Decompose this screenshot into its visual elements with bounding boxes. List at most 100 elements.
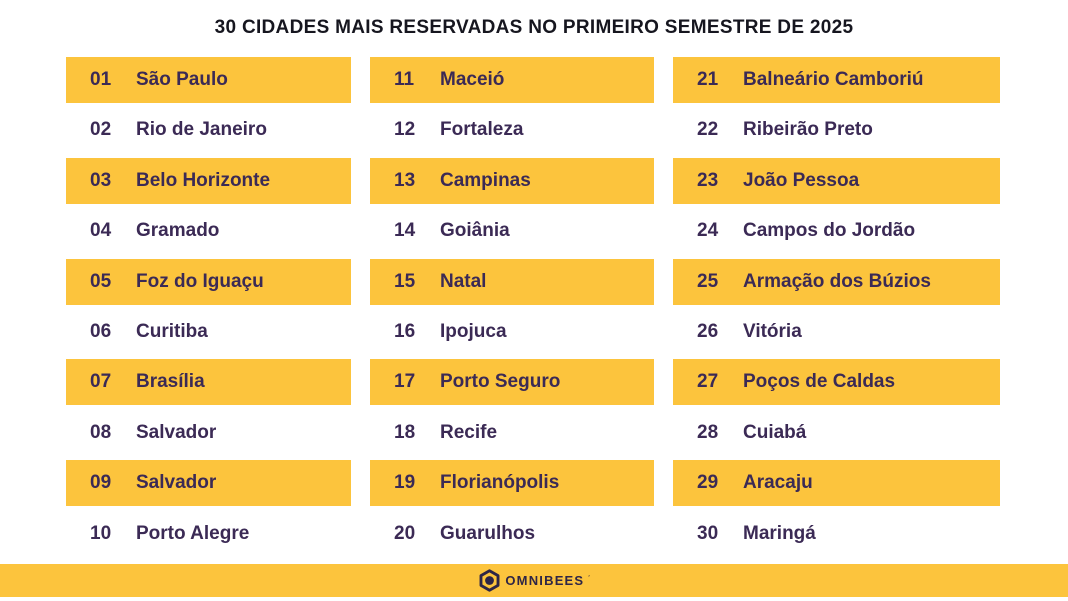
- city-name: Maceió: [440, 69, 505, 90]
- city-rank: 15: [394, 270, 416, 292]
- list-column-1: 01 São Paulo 02 Rio de Janeiro 03 Belo Hori…: [66, 57, 351, 561]
- city-rank: 28: [697, 421, 719, 443]
- city-rank: 16: [394, 320, 416, 342]
- city-name: Florianópolis: [440, 472, 560, 494]
- list-item: 11 Maceió: [370, 57, 654, 103]
- city-name: Porto Seguro: [440, 371, 561, 393]
- city-rank: 25: [697, 270, 719, 292]
- trademark-mark: ′: [588, 575, 590, 582]
- city-rank: 08: [90, 421, 112, 443]
- list-item: 24 Campos do Jordão: [673, 208, 1000, 255]
- list-column-2: 11 Maceió 12 Fortaleza 13 Campinas 14 Goiâni…: [370, 57, 654, 561]
- city-ranking-list: 01 São Paulo 02 Rio de Janeiro 03 Belo Hori…: [66, 57, 1000, 561]
- city-rank: 01: [90, 69, 112, 90]
- list-item: 17 Porto Seguro: [370, 359, 654, 406]
- city-name: São Paulo: [136, 69, 228, 90]
- city-name: Maringá: [743, 522, 816, 544]
- city-rank: 02: [90, 119, 112, 141]
- city-rank: 26: [697, 320, 719, 342]
- list-item: 14 Goiânia: [370, 208, 654, 255]
- brand-name: OMNIBEES: [505, 573, 585, 588]
- city-name: Aracaju: [743, 472, 813, 494]
- city-name: Ribeirão Preto: [743, 119, 873, 141]
- list-item: 13 Campinas: [370, 157, 654, 204]
- city-name: Guarulhos: [440, 522, 536, 544]
- list-item: 26 Vitória: [673, 308, 1000, 355]
- list-item: 29 Aracaju: [673, 460, 1000, 507]
- city-name: Goiânia: [440, 220, 510, 242]
- city-name: Salvador: [136, 472, 217, 494]
- city-name: Porto Alegre: [136, 522, 250, 544]
- page-title: 30 CIDADES MAIS RESERVADAS NO PRIMEIRO S…: [214, 17, 854, 38]
- city-name: Salvador: [136, 421, 217, 443]
- list-item: 05 Foz do Iguaçu: [66, 258, 351, 305]
- list-item: 06 Curitiba: [66, 308, 351, 355]
- list-item: 12 Fortaleza: [370, 107, 654, 154]
- city-name: Recife: [440, 421, 498, 443]
- city-rank: 22: [697, 119, 719, 141]
- city-rank: 27: [697, 371, 719, 393]
- list-item: 08 Salvador: [66, 409, 351, 456]
- list-item: 27 Poços de Caldas: [673, 359, 1000, 406]
- city-name: Curitiba: [136, 320, 208, 342]
- city-rank: 09: [90, 472, 112, 494]
- city-name: Armação dos Búzios: [743, 270, 931, 292]
- list-item: 15 Natal: [370, 258, 654, 305]
- list-item: 25 Armação dos Búzios: [673, 258, 1000, 305]
- omnibees-logo: OMNIBEES ′: [478, 569, 590, 592]
- city-name: Brasília: [136, 371, 205, 393]
- list-item: 22 Ribeirão Preto: [673, 107, 1000, 154]
- city-rank: 18: [394, 421, 416, 443]
- footer-bar: OMNIBEES ′: [0, 564, 1068, 597]
- city-rank: 10: [90, 522, 112, 544]
- city-rank: 03: [90, 169, 112, 191]
- city-name: Poços de Caldas: [743, 371, 896, 393]
- city-name: Vitória: [743, 320, 802, 342]
- city-rank: 05: [90, 270, 112, 292]
- hexagon-dot-icon: [479, 569, 500, 592]
- city-rank: 29: [697, 472, 719, 494]
- city-name: Natal: [440, 270, 487, 292]
- list-item: 30 Maringá: [673, 510, 1000, 557]
- city-name: Gramado: [136, 220, 220, 242]
- list-item: 01 São Paulo: [66, 57, 351, 103]
- list-item: 18 Recife: [370, 409, 654, 456]
- city-rank: 14: [394, 220, 416, 242]
- city-rank: 06: [90, 320, 112, 342]
- list-item: 02 Rio de Janeiro: [66, 107, 351, 154]
- city-name: Belo Horizonte: [136, 169, 271, 191]
- city-name: Campos do Jordão: [743, 220, 916, 242]
- list-item: 03 Belo Horizonte: [66, 157, 351, 204]
- list-item: 10 Porto Alegre: [66, 510, 351, 557]
- list-item: 19 Florianópolis: [370, 460, 654, 507]
- city-name: Foz do Iguaçu: [136, 270, 264, 292]
- city-rank: 20: [394, 522, 416, 544]
- city-rank: 04: [90, 220, 112, 242]
- city-name: João Pessoa: [743, 169, 860, 191]
- city-name: Campinas: [440, 169, 531, 191]
- list-item: 04 Gramado: [66, 208, 351, 255]
- list-item: 28 Cuiabá: [673, 409, 1000, 456]
- city-rank: 24: [697, 220, 719, 242]
- city-rank: 13: [394, 169, 416, 191]
- city-name: Rio de Janeiro: [136, 119, 267, 141]
- list-item: 23 João Pessoa: [673, 157, 1000, 204]
- list-item: 21 Balneário Camboriú: [673, 57, 1000, 103]
- city-name: Balneário Camboriú: [743, 69, 924, 90]
- city-name: Fortaleza: [440, 119, 524, 141]
- list-item: 16 Ipojuca: [370, 308, 654, 355]
- city-rank: 11: [394, 69, 415, 90]
- city-rank: 07: [90, 371, 112, 393]
- list-item: 09 Salvador: [66, 460, 351, 507]
- city-name: Cuiabá: [743, 421, 807, 443]
- list-item: 20 Guarulhos: [370, 510, 654, 557]
- city-rank: 19: [394, 472, 416, 494]
- city-rank: 21: [697, 69, 719, 90]
- city-rank: 30: [697, 522, 719, 544]
- city-rank: 17: [394, 371, 416, 393]
- city-rank: 12: [394, 119, 416, 141]
- city-name: Ipojuca: [440, 320, 507, 342]
- list-column-3: 21 Balneário Camboriú 22 Ribeirão Preto 23…: [673, 57, 1000, 561]
- list-item: 07 Brasília: [66, 359, 351, 406]
